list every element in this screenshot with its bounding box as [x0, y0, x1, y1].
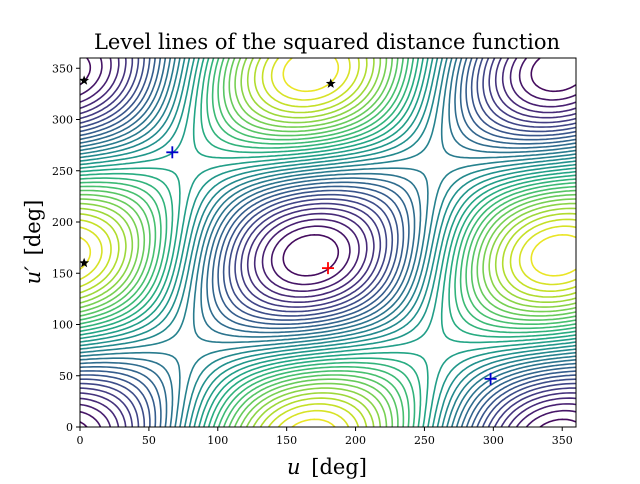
contour-level	[80, 58, 576, 427]
contour-level	[80, 58, 576, 427]
contour-level	[80, 58, 576, 427]
contour-level	[80, 58, 576, 427]
x-tick-label: 150	[276, 434, 297, 447]
maximum-plus-marker	[322, 262, 334, 275]
contour-level	[80, 58, 576, 427]
minimum-plus-marker	[166, 146, 179, 159]
x-tick-label: 0	[77, 434, 84, 447]
contour-level	[80, 58, 576, 427]
critical-point-markers	[80, 75, 497, 385]
plot-frame	[79, 57, 577, 428]
contour-level	[80, 58, 576, 427]
contour-level	[80, 58, 576, 427]
contour-level	[80, 58, 576, 427]
x-tick-label: 100	[207, 434, 228, 447]
x-tick-label: 200	[345, 434, 366, 447]
contour-level	[80, 58, 576, 427]
contour-level	[80, 58, 576, 427]
contour-lines	[80, 58, 576, 427]
y-tick-label: 200	[52, 216, 73, 229]
contour-level	[80, 58, 576, 427]
contour-level	[80, 58, 576, 427]
x-tick-label: 350	[552, 434, 573, 447]
contour-level	[80, 58, 576, 427]
contour-level	[80, 58, 576, 427]
saddle-star-marker	[325, 78, 336, 88]
x-tick-label: 300	[483, 434, 504, 447]
saddle-star-marker	[80, 257, 90, 268]
contour-level	[80, 58, 576, 427]
contour-level	[80, 58, 576, 427]
x-tick-label: 250	[414, 434, 435, 447]
contour-level	[80, 58, 576, 427]
chart-title: Level lines of the squared distance func…	[94, 30, 560, 54]
y-axis-label: u′ [deg]	[21, 200, 45, 285]
minimum-plus-marker	[484, 372, 497, 385]
contour-level	[80, 58, 576, 427]
x-axis-label: u [deg]	[287, 455, 367, 479]
y-tick-label: 250	[52, 165, 73, 178]
y-tick-label: 300	[52, 114, 73, 127]
contour-level	[80, 58, 576, 427]
x-tick-label: 50	[142, 434, 156, 447]
contour-level	[80, 58, 576, 427]
saddle-star-marker	[80, 75, 90, 85]
x-axis-ticks: 0 50 100 150 200 250 300 350	[77, 427, 573, 447]
contour-level	[80, 58, 576, 427]
y-axis-ticks: 0 50 100 150 200 250 300 350	[52, 62, 80, 434]
contour-level	[80, 58, 576, 427]
y-tick-label: 150	[52, 267, 73, 280]
y-tick-label: 50	[59, 370, 73, 383]
contour-level	[80, 58, 576, 427]
contour-level	[80, 58, 576, 427]
contour-level	[80, 58, 576, 427]
y-tick-label: 0	[66, 421, 73, 434]
y-tick-label: 350	[52, 62, 73, 75]
contour-level	[80, 58, 576, 427]
contour-level	[80, 58, 576, 427]
contour-level	[80, 58, 576, 427]
y-tick-label: 100	[52, 319, 73, 332]
